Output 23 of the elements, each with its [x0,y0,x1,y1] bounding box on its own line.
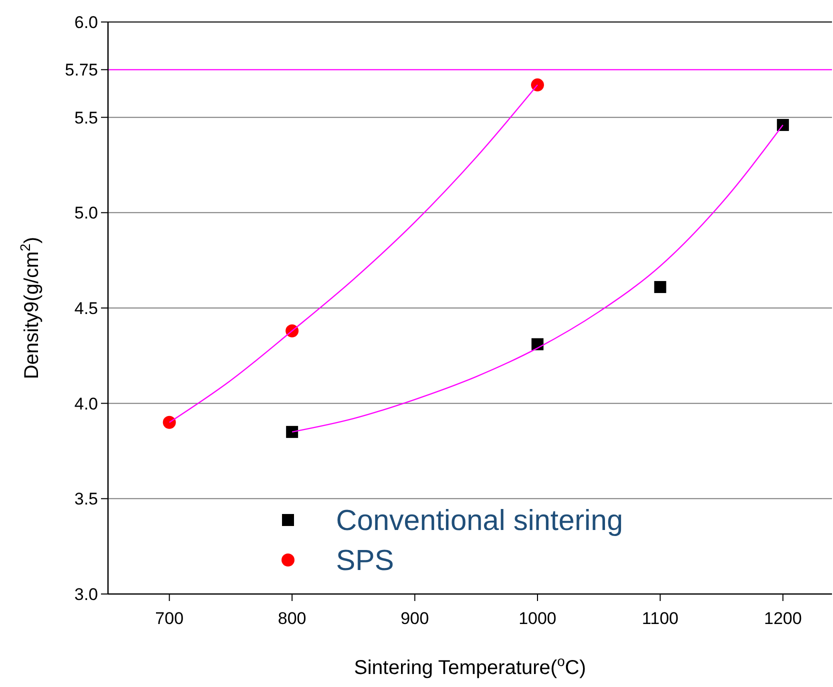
x-axis-title: Sintering Temperature($^{o}$C) [354,653,586,679]
x-tick-label: 1000 [518,609,556,628]
x-tick-label: 800 [278,609,306,628]
x-tick-label: 900 [400,609,429,628]
point [531,338,544,350]
x-tick-label: 700 [155,609,184,628]
y-tick-label: 3.5 [74,490,98,509]
point [286,426,298,438]
x-tick-label: 1200 [764,609,802,628]
y-tick-label: 3.0 [74,585,98,604]
y-tick-label: 5.0 [74,204,98,223]
point [776,118,789,131]
y-tick-label: 5.5 [74,108,98,128]
legend-label: SPS [336,545,394,577]
point [530,78,544,92]
y-tick-label: 4.5 [74,299,98,318]
y-tick-label: 4.0 [74,394,98,414]
y-tick-label: 6.0 [74,13,98,32]
point [162,416,176,429]
y-tick-label: 5.75 [64,60,98,80]
point [654,281,666,294]
legend-label: Conventional sintering [336,505,623,537]
x-tick-label: 1100 [642,609,678,628]
